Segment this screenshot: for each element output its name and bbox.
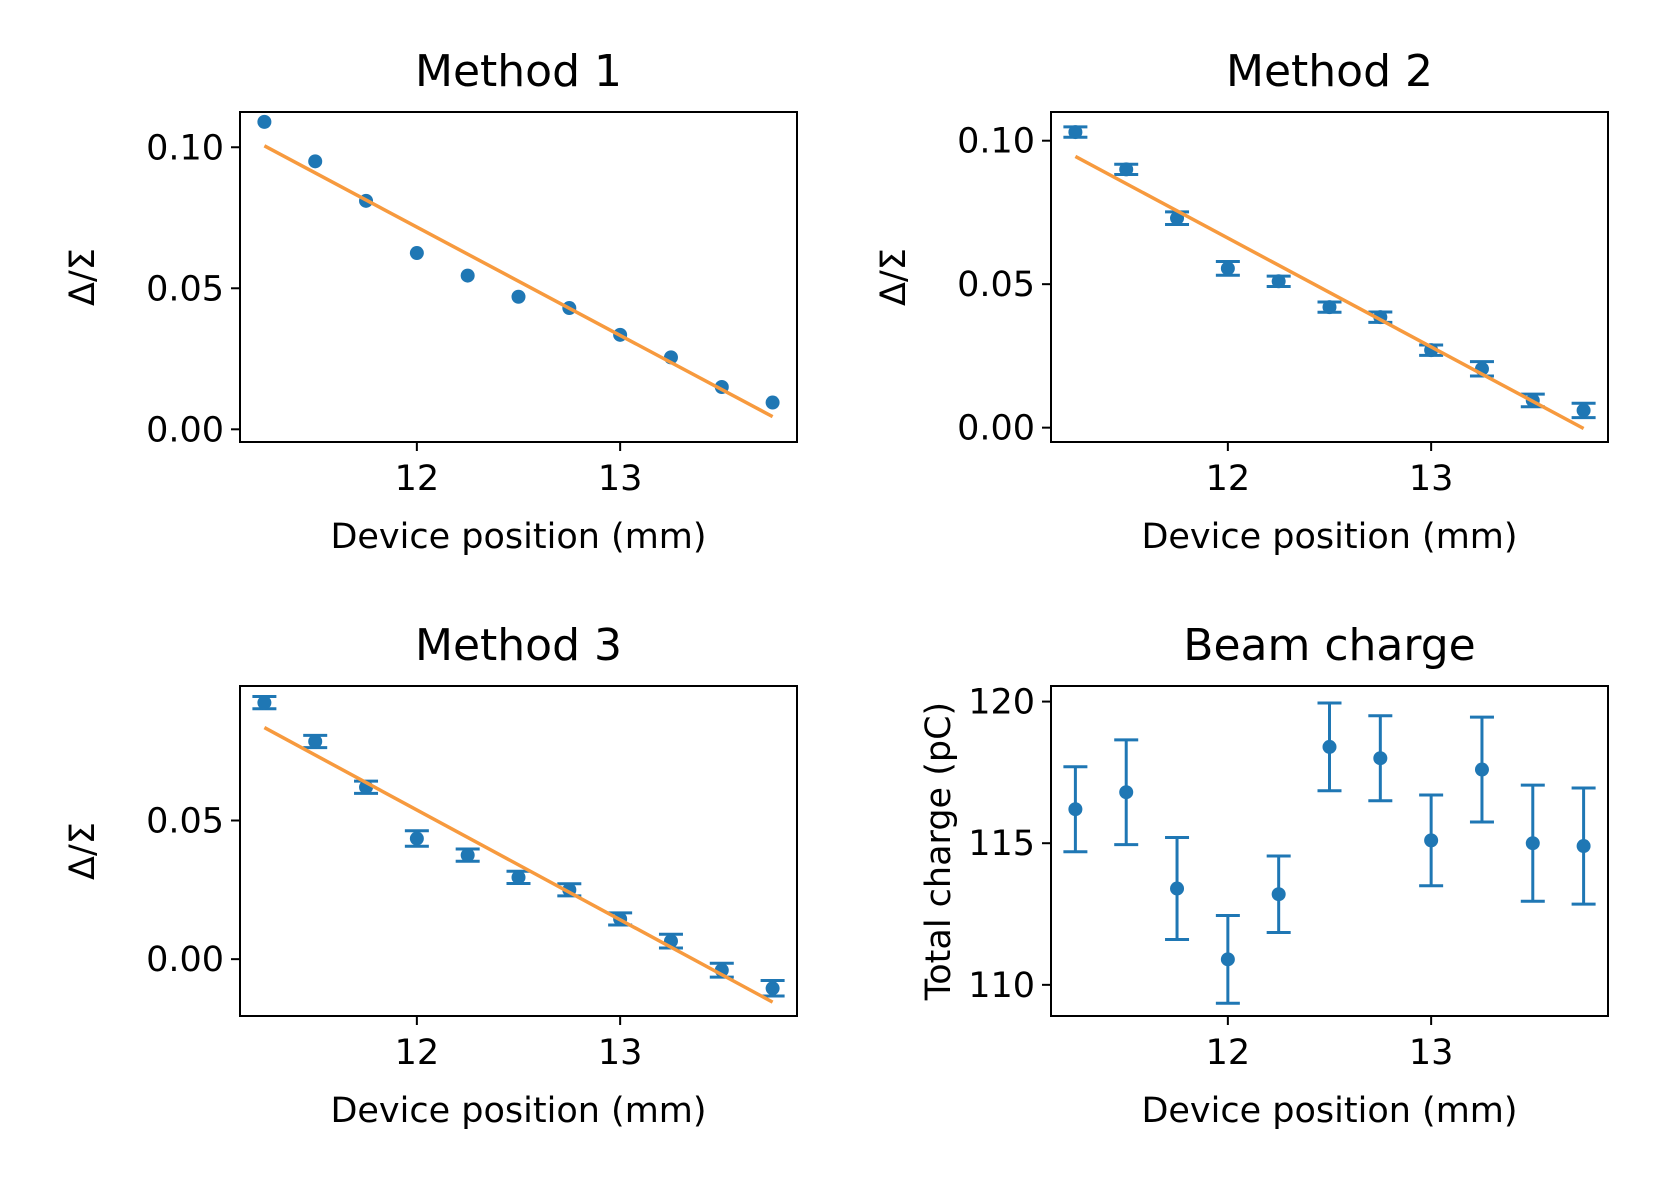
x-axis-label: Device position (mm): [330, 517, 706, 557]
data-point: [1373, 751, 1388, 766]
fit-line: [1074, 154, 1585, 431]
x-tick-label: 12: [395, 459, 440, 499]
y-tick-label: 0.05: [146, 801, 224, 841]
data-point: [1271, 274, 1286, 289]
fit-line: [263, 726, 774, 1004]
y-tick-label: 0.05: [146, 269, 224, 309]
data-point: [1119, 785, 1134, 800]
data-point: [1271, 887, 1286, 902]
y-tick-label: 0.10: [957, 122, 1035, 162]
data-point: [308, 154, 323, 169]
data-point: [1068, 125, 1083, 140]
data-point: [1220, 261, 1235, 276]
data-point: [511, 870, 526, 885]
x-tick-label: 13: [598, 459, 643, 499]
axes-frame: [239, 111, 798, 443]
x-tick-label: 13: [1409, 1033, 1454, 1073]
data-point: [1322, 739, 1337, 754]
data-point: [511, 289, 526, 304]
data-point: [409, 831, 424, 846]
data-point: [1119, 162, 1134, 177]
y-tick-label: 0.00: [957, 409, 1035, 449]
subplot-title: Method 3: [415, 620, 622, 671]
x-tick-label: 12: [1206, 459, 1251, 499]
y-tick-label: 0.05: [957, 265, 1035, 305]
subplot-title: Method 1: [415, 46, 622, 97]
data-point: [257, 114, 272, 129]
x-axis-label: Device position (mm): [1141, 517, 1517, 557]
subplot-m1: 12 13 0.00 0.05 0.10 Method 1 Device position …: [63, 46, 798, 557]
y-axis-label: Δ/Σ: [874, 248, 914, 306]
x-tick-label: 13: [598, 1033, 643, 1073]
y-tick-label: 0.10: [146, 128, 224, 168]
subplot-title: Method 2: [1226, 46, 1433, 97]
data-point: [1068, 802, 1083, 817]
data-point: [1474, 762, 1489, 777]
subplot-m2: 12 13 0.00 0.05 0.10 Method 2 Device position …: [874, 46, 1609, 557]
subplot-bc: 12 13 110 115 120 Beam charge Device position …: [919, 620, 1609, 1131]
y-axis-label: Δ/Σ: [63, 822, 103, 880]
subplot-title: Beam charge: [1183, 620, 1475, 671]
data-point: [765, 395, 780, 410]
data-point: [1525, 836, 1540, 851]
fit-line: [263, 144, 774, 419]
data-point: [1576, 403, 1591, 418]
x-tick-label: 13: [1409, 459, 1454, 499]
data-point: [409, 246, 424, 261]
data-point: [460, 848, 475, 863]
y-tick-label: 120: [968, 683, 1035, 723]
x-tick-label: 12: [395, 1033, 440, 1073]
data-point: [765, 981, 780, 996]
y-tick-label: 115: [968, 824, 1035, 864]
axes-frame: [1050, 111, 1609, 443]
axes-frame: [239, 685, 798, 1017]
x-axis-label: Device position (mm): [330, 1091, 706, 1131]
x-tick-label: 12: [1206, 1033, 1251, 1073]
y-tick-label: 0.00: [146, 410, 224, 450]
data-point: [308, 734, 323, 749]
axes-frame: [1050, 685, 1609, 1017]
y-axis-label: Δ/Σ: [63, 248, 103, 306]
y-axis-label: Total charge (pC): [919, 702, 959, 1001]
data-point: [257, 695, 272, 710]
y-tick-label: 110: [968, 966, 1035, 1006]
data-point: [1322, 300, 1337, 315]
data-point: [1220, 952, 1235, 967]
subplot-m3: 12 13 0.00 0.05 Method 3 Device position (mm)…: [63, 620, 798, 1131]
data-point: [1170, 881, 1185, 896]
y-tick-label: 0.00: [146, 940, 224, 980]
x-axis-label: Device position (mm): [1141, 1091, 1517, 1131]
data-point: [1576, 839, 1591, 854]
data-point: [460, 268, 475, 283]
data-point: [1424, 833, 1439, 848]
